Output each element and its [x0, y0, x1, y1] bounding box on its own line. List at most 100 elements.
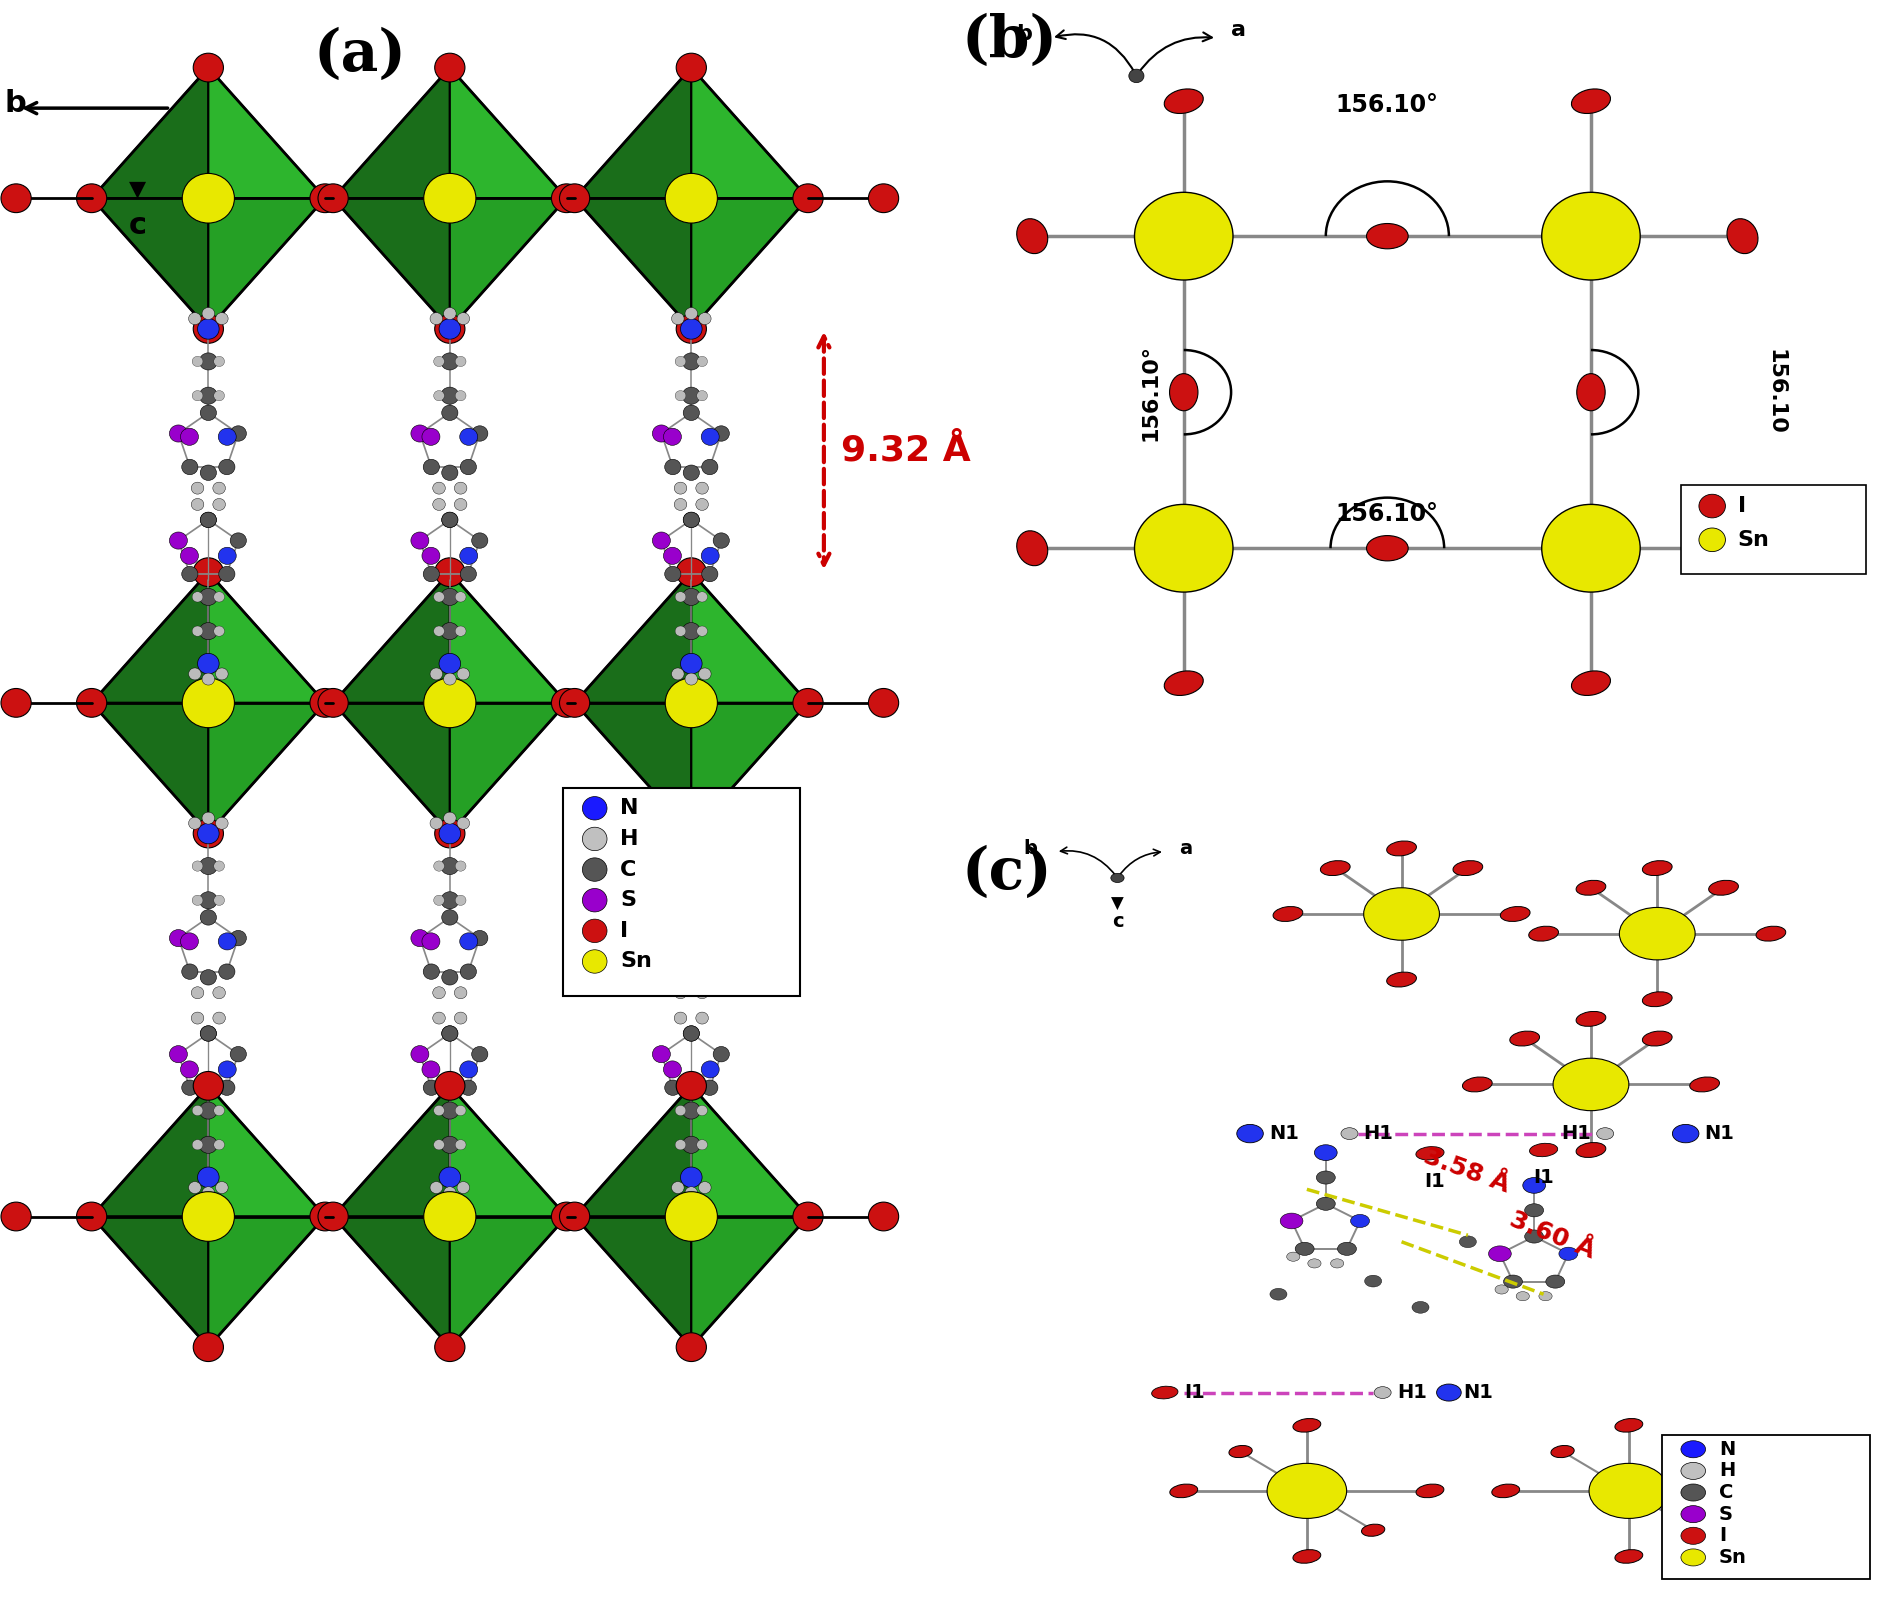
Circle shape — [434, 861, 445, 871]
Polygon shape — [208, 68, 326, 198]
Text: S: S — [621, 890, 636, 910]
Circle shape — [665, 678, 718, 728]
Circle shape — [218, 963, 235, 980]
Circle shape — [455, 391, 466, 401]
Text: (a): (a) — [313, 28, 407, 83]
Circle shape — [182, 963, 199, 980]
Circle shape — [699, 668, 710, 680]
Circle shape — [680, 654, 703, 675]
Circle shape — [697, 861, 708, 871]
Text: (b): (b) — [962, 13, 1057, 68]
Circle shape — [411, 1046, 428, 1062]
Polygon shape — [91, 1085, 208, 1216]
Ellipse shape — [1616, 1419, 1642, 1432]
Polygon shape — [574, 702, 691, 834]
Circle shape — [663, 547, 682, 564]
Circle shape — [697, 592, 708, 602]
Circle shape — [1546, 1275, 1564, 1288]
Circle shape — [686, 1187, 697, 1199]
Circle shape — [674, 482, 688, 495]
Circle shape — [455, 861, 466, 871]
Polygon shape — [208, 1085, 326, 1216]
Circle shape — [695, 482, 708, 495]
Circle shape — [434, 592, 445, 602]
Circle shape — [193, 558, 223, 587]
Circle shape — [2, 688, 30, 717]
Circle shape — [439, 654, 460, 675]
Ellipse shape — [1017, 530, 1047, 566]
Circle shape — [674, 895, 686, 905]
Text: N: N — [621, 798, 638, 817]
Ellipse shape — [1320, 861, 1350, 876]
Circle shape — [665, 566, 682, 582]
Circle shape — [682, 388, 701, 404]
Circle shape — [697, 1106, 708, 1116]
Circle shape — [432, 986, 445, 999]
Ellipse shape — [1578, 373, 1606, 410]
Ellipse shape — [1576, 881, 1606, 895]
Circle shape — [455, 1012, 468, 1023]
Circle shape — [169, 929, 188, 947]
Polygon shape — [691, 68, 809, 198]
Circle shape — [197, 654, 220, 675]
Circle shape — [674, 986, 688, 999]
Text: ▼: ▼ — [1112, 895, 1123, 913]
Circle shape — [2, 183, 30, 212]
Circle shape — [434, 1140, 445, 1150]
Circle shape — [460, 547, 477, 564]
Circle shape — [460, 963, 477, 980]
Ellipse shape — [1170, 373, 1199, 410]
Ellipse shape — [1510, 1032, 1540, 1046]
Text: I: I — [1739, 496, 1746, 516]
Text: b: b — [6, 89, 27, 118]
Circle shape — [460, 459, 477, 475]
Polygon shape — [208, 1216, 326, 1348]
Circle shape — [456, 313, 470, 324]
Circle shape — [1316, 1197, 1335, 1210]
Circle shape — [652, 929, 670, 947]
Polygon shape — [691, 1216, 809, 1348]
Polygon shape — [333, 573, 451, 702]
Circle shape — [701, 1080, 718, 1095]
Circle shape — [169, 425, 188, 443]
Circle shape — [318, 1202, 348, 1231]
Text: N1: N1 — [1464, 1384, 1492, 1401]
Circle shape — [701, 933, 720, 950]
Circle shape — [672, 817, 684, 829]
Circle shape — [201, 970, 216, 985]
Text: I1: I1 — [1424, 1171, 1445, 1191]
Ellipse shape — [1417, 1484, 1443, 1497]
Polygon shape — [691, 573, 809, 702]
Circle shape — [424, 678, 475, 728]
Circle shape — [682, 892, 701, 908]
Circle shape — [460, 566, 477, 582]
Circle shape — [193, 1072, 223, 1100]
Circle shape — [1286, 1252, 1299, 1262]
Circle shape — [455, 1140, 466, 1150]
Circle shape — [1337, 1242, 1356, 1255]
Circle shape — [311, 688, 341, 717]
Circle shape — [551, 688, 581, 717]
Circle shape — [1280, 1213, 1303, 1229]
Circle shape — [318, 183, 348, 212]
Circle shape — [684, 513, 699, 527]
Circle shape — [455, 482, 468, 495]
Circle shape — [1364, 1275, 1381, 1286]
Circle shape — [441, 623, 458, 639]
Circle shape — [430, 817, 443, 829]
Circle shape — [169, 1046, 188, 1062]
Circle shape — [1110, 873, 1123, 882]
Circle shape — [199, 1101, 218, 1119]
Circle shape — [424, 174, 475, 224]
Circle shape — [182, 459, 199, 475]
Circle shape — [674, 1012, 688, 1023]
Text: I1: I1 — [1184, 1384, 1205, 1401]
Circle shape — [422, 933, 439, 950]
Circle shape — [169, 532, 188, 550]
Circle shape — [455, 895, 466, 905]
Circle shape — [1682, 1484, 1706, 1500]
Circle shape — [193, 315, 223, 344]
Text: 9.32 Å: 9.32 Å — [841, 433, 972, 467]
Circle shape — [191, 592, 203, 602]
Circle shape — [191, 626, 203, 636]
